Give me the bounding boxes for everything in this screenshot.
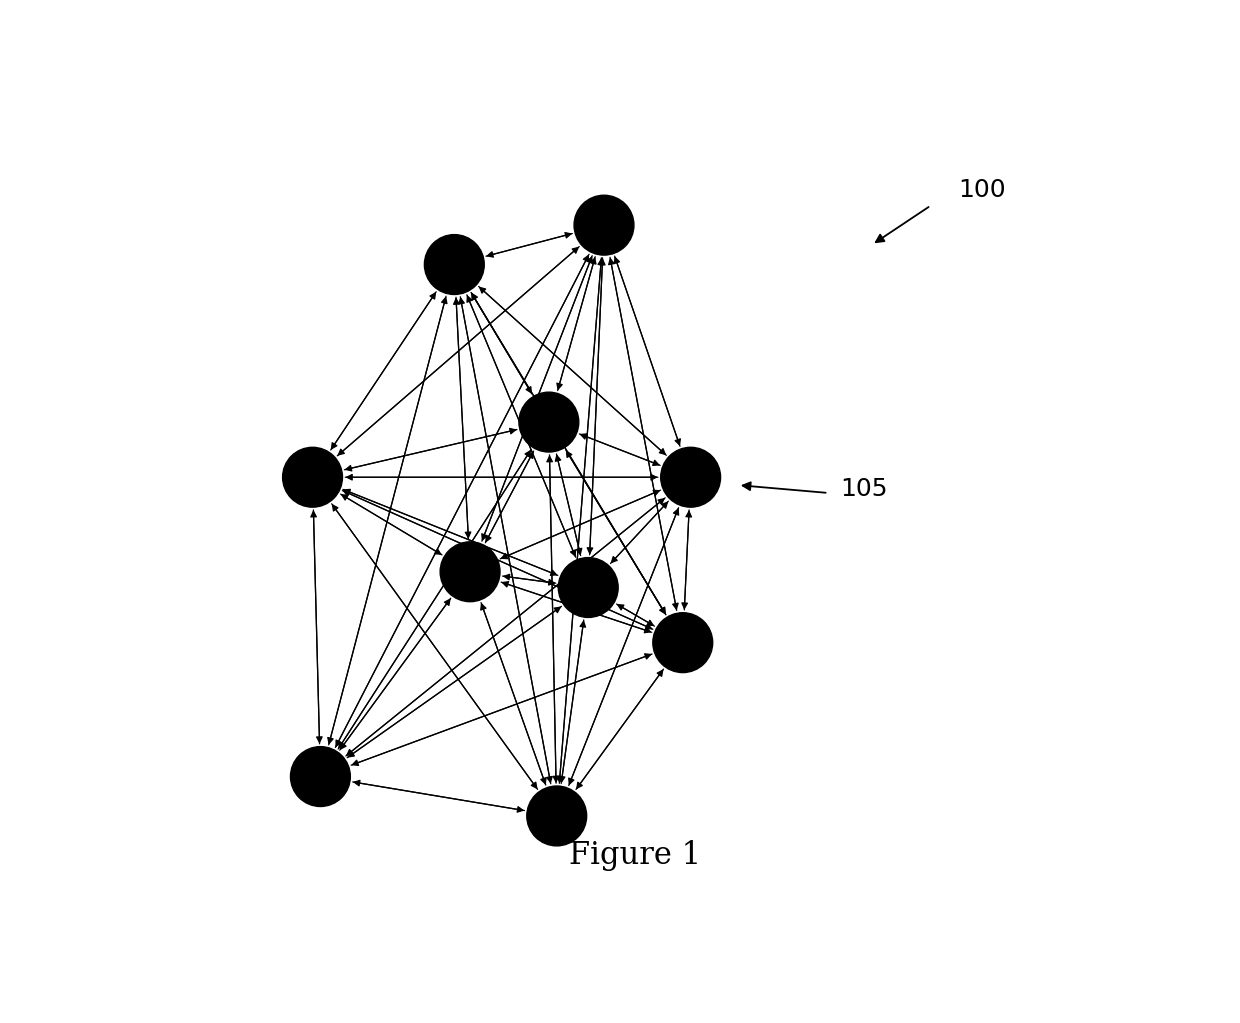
Circle shape: [518, 392, 579, 452]
Circle shape: [440, 542, 500, 602]
Circle shape: [574, 195, 634, 255]
Text: 100: 100: [959, 178, 1006, 202]
Circle shape: [283, 447, 342, 507]
Circle shape: [661, 447, 720, 507]
Circle shape: [652, 613, 713, 672]
Circle shape: [527, 786, 587, 846]
Circle shape: [290, 747, 351, 806]
Circle shape: [558, 558, 619, 618]
Circle shape: [424, 234, 485, 295]
Text: 105: 105: [841, 477, 888, 501]
Text: Figure 1: Figure 1: [569, 840, 702, 871]
